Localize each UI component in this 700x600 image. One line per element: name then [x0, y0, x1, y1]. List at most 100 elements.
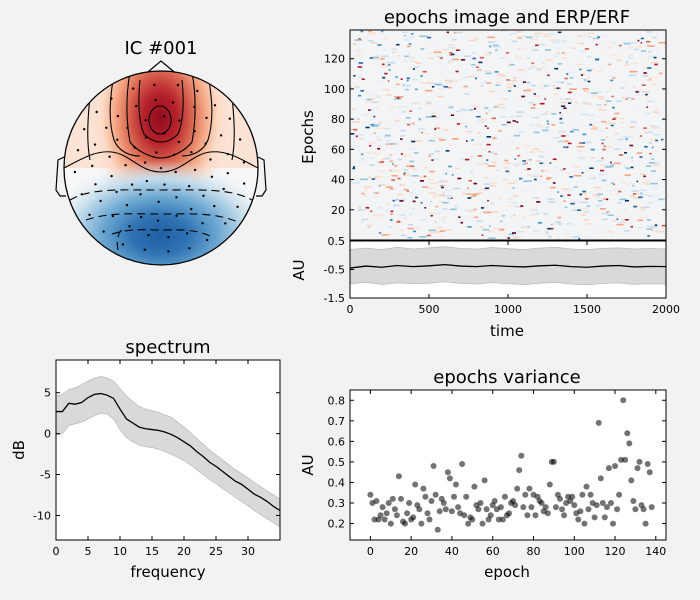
heatmap-cell [505, 170, 510, 173]
variance-point [420, 485, 427, 492]
heatmap-cell [411, 78, 419, 81]
heatmap-cell [458, 216, 461, 218]
heatmap-cell [592, 95, 598, 97]
heatmap-cell [350, 86, 354, 89]
heatmap-cell [561, 52, 565, 54]
heatmap-cell [500, 30, 507, 32]
heatmap-cell [521, 35, 526, 37]
heatmap-cell [596, 104, 603, 106]
erp-xtick-label: 1500 [573, 303, 601, 316]
sensor-dot [205, 116, 208, 120]
heatmap-cell [488, 109, 492, 112]
heatmap-cell [597, 200, 603, 202]
spectrum-xtick-label: 25 [209, 545, 223, 558]
heatmap-cell [418, 118, 421, 120]
topomap-contours-negative [69, 189, 253, 251]
heatmap-cell [524, 169, 529, 171]
variance-point [561, 512, 568, 519]
heatmap-cell [601, 142, 604, 145]
heatmap-cell [515, 179, 519, 182]
heatmap-cell [650, 61, 659, 64]
heatmap-cell [636, 180, 639, 183]
spectrum-axes [55, 359, 281, 541]
heatmap-cell [569, 88, 577, 90]
heatmap-cell [390, 213, 394, 215]
variance-point [528, 504, 535, 511]
heatmap-cell [598, 97, 605, 100]
variance-point [426, 516, 433, 523]
heatmap-cell [392, 169, 396, 171]
heatmap-cell [532, 196, 537, 199]
heatmap-cell [523, 162, 528, 165]
heatmap-cell [415, 88, 418, 91]
heatmap-cell [563, 168, 566, 170]
heatmap-cell [609, 87, 613, 89]
heatmap-cell [478, 61, 483, 64]
heatmap-cell [449, 52, 453, 54]
spectrum-ylabel: dB [10, 440, 28, 460]
sensor-dot [157, 200, 160, 203]
heatmap-cell [516, 111, 525, 113]
heatmap-cell [541, 151, 550, 153]
heatmap-cell [502, 167, 509, 169]
heatmap-cell [521, 47, 526, 50]
variance-point [461, 512, 468, 519]
heatmap-cell [600, 139, 606, 141]
head-nose [142, 60, 180, 77]
heatmap-cell [476, 70, 483, 72]
heatmap-cell [467, 197, 472, 199]
heatmap-cell [448, 165, 452, 168]
heatmap-cell [490, 161, 497, 163]
heatmap-cell [369, 57, 373, 59]
heatmap-cell [590, 148, 595, 151]
sensor-dot [205, 238, 209, 242]
heatmap-cell [386, 140, 391, 142]
heatmap-cell [469, 155, 475, 158]
variance-point [495, 516, 502, 523]
heatmap-cell [542, 33, 549, 36]
heatmap-cell [419, 236, 427, 238]
sensor-dot [91, 164, 94, 168]
heatmap-cell [509, 33, 514, 35]
heatmap-cell [424, 47, 427, 50]
heatmap-cell [576, 145, 585, 148]
heatmap-cell [570, 100, 573, 103]
heatmap-cell [613, 117, 617, 120]
heatmap-cell [421, 131, 423, 134]
heatmap-cell [376, 127, 385, 130]
heatmap-cell [461, 192, 470, 195]
heatmap-cell [380, 57, 385, 60]
heatmap-cell [378, 232, 382, 234]
heatmap-cell [390, 153, 394, 156]
heatmap-cell [556, 52, 561, 54]
spectrum-xtick-label: 5 [85, 545, 92, 558]
heatmap-cell [587, 32, 595, 35]
heatmap-cell [419, 180, 424, 182]
heatmap-cell [639, 209, 643, 211]
heatmap-cell [627, 55, 632, 57]
heatmap-cell [448, 143, 453, 146]
sensor-dot [163, 183, 166, 186]
heatmap-cell [433, 51, 442, 54]
variance-xtick-label: 140 [645, 545, 666, 558]
heatmap-cell [642, 91, 650, 93]
heatmap-cell [630, 135, 634, 138]
heatmap-cell [474, 216, 479, 219]
heatmap-cell [429, 232, 435, 234]
sensor-dot [93, 143, 97, 146]
heatmap-background [350, 30, 666, 240]
variance-point [612, 463, 618, 469]
heatmap-cell [559, 122, 564, 124]
heatmap-cell [403, 169, 409, 171]
heatmap-cell [452, 54, 459, 57]
sensor-dot [187, 184, 191, 188]
variance-point [501, 493, 508, 500]
heatmap-cell [377, 139, 383, 141]
heatmap-cell [590, 157, 595, 159]
heatmap-cell [616, 223, 624, 226]
heatmap-cell [533, 95, 541, 97]
heatmap-cell [508, 115, 514, 118]
heatmap-cell [431, 182, 439, 185]
sensor-dot [105, 126, 108, 129]
heatmap-cell [371, 58, 376, 60]
